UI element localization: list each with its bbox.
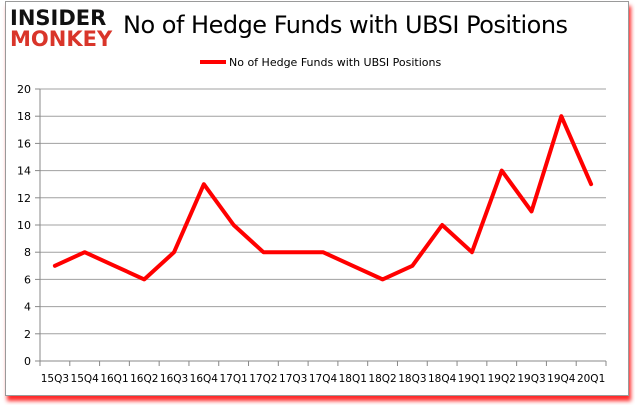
logo-line1: INSIDER bbox=[10, 6, 107, 30]
data-point bbox=[143, 278, 145, 280]
data-point bbox=[531, 210, 533, 212]
x-tick-label: 19Q4 bbox=[547, 373, 576, 385]
x-tick-label: 18Q1 bbox=[339, 373, 367, 385]
insider-monkey-logo: INSIDER MONKEY bbox=[10, 8, 112, 50]
x-tick-label: 17Q2 bbox=[249, 373, 277, 385]
chart-frame bbox=[5, 1, 629, 396]
y-tick-label: 4 bbox=[24, 301, 31, 314]
x-tick-label: 15Q4 bbox=[71, 373, 100, 385]
x-tick-label: 15Q3 bbox=[41, 373, 69, 385]
chart-title: No of Hedge Funds with UBSI Positions bbox=[123, 11, 568, 39]
data-point bbox=[590, 183, 592, 185]
y-tick-label: 14 bbox=[17, 165, 31, 178]
y-tick-label: 16 bbox=[17, 137, 31, 150]
data-point bbox=[173, 251, 175, 253]
y-tick-label: 20 bbox=[17, 83, 31, 96]
x-tick-label: 19Q1 bbox=[458, 373, 486, 385]
legend-label: No of Hedge Funds with UBSI Positions bbox=[229, 56, 441, 69]
data-point bbox=[501, 170, 503, 172]
data-point bbox=[441, 224, 443, 226]
data-point bbox=[322, 251, 324, 253]
y-tick-label: 18 bbox=[17, 110, 31, 123]
data-point bbox=[352, 265, 354, 267]
data-point bbox=[54, 265, 56, 267]
data-point bbox=[411, 265, 413, 267]
data-point bbox=[292, 251, 294, 253]
data-point bbox=[560, 115, 562, 117]
y-tick-label: 2 bbox=[24, 328, 31, 341]
y-tick-label: 6 bbox=[24, 273, 31, 286]
y-tick-label: 0 bbox=[24, 355, 31, 368]
x-tick-label: 17Q3 bbox=[279, 373, 307, 385]
x-tick-label: 20Q1 bbox=[577, 373, 605, 385]
y-tick-label: 10 bbox=[17, 219, 31, 232]
data-point bbox=[382, 278, 384, 280]
x-tick-label: 16Q4 bbox=[190, 373, 219, 385]
y-tick-label: 8 bbox=[24, 246, 31, 259]
data-point bbox=[233, 224, 235, 226]
data-point bbox=[84, 251, 86, 253]
x-tick-label: 18Q2 bbox=[368, 373, 396, 385]
y-tick-label: 12 bbox=[17, 192, 31, 205]
x-tick-label: 18Q4 bbox=[428, 373, 457, 385]
x-tick-label: 16Q1 bbox=[100, 373, 128, 385]
logo-line2: MONKEY bbox=[10, 27, 113, 51]
x-tick-label: 17Q4 bbox=[309, 373, 338, 385]
data-point bbox=[262, 251, 264, 253]
x-tick-label: 19Q2 bbox=[488, 373, 516, 385]
data-point bbox=[203, 183, 205, 185]
x-tick-label: 19Q3 bbox=[517, 373, 545, 385]
data-point bbox=[113, 265, 115, 267]
data-point bbox=[471, 251, 473, 253]
x-tick-label: 17Q1 bbox=[219, 373, 247, 385]
x-tick-label: 18Q3 bbox=[398, 373, 426, 385]
x-tick-label: 16Q3 bbox=[160, 373, 188, 385]
x-tick-label: 16Q2 bbox=[130, 373, 158, 385]
